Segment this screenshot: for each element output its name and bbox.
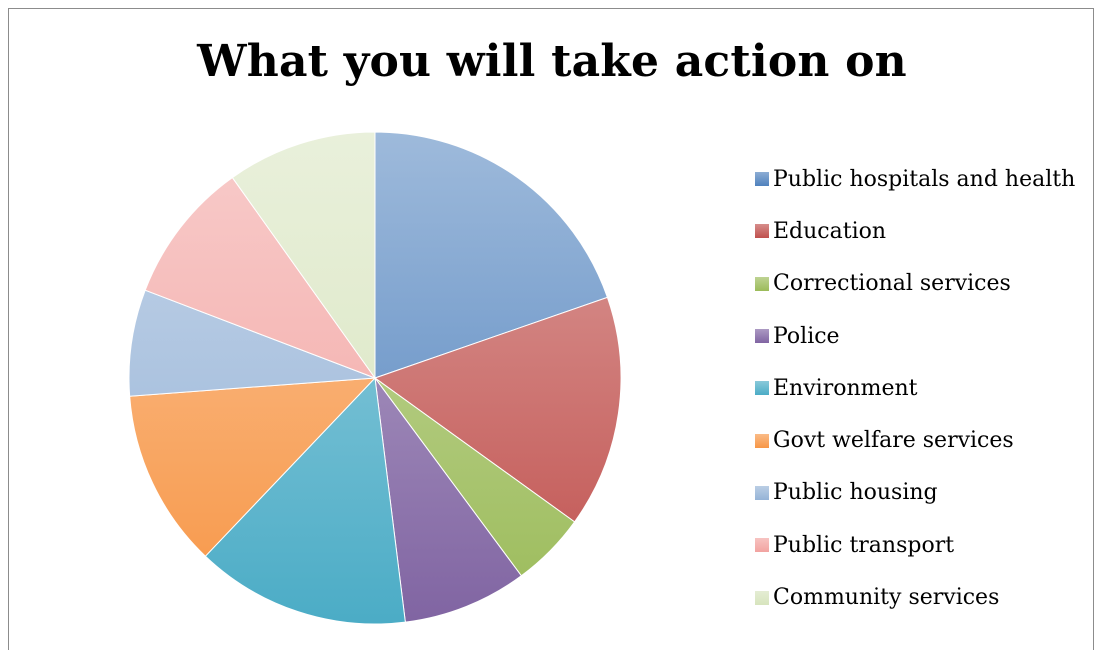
legend-item: Govt welfare services <box>755 414 1075 466</box>
legend-label: Public hospitals and health <box>773 166 1076 192</box>
legend-item: Public transport <box>755 519 1075 571</box>
legend-swatch <box>755 329 769 344</box>
pie-slice-public-hospitals-and-health <box>374 131 609 379</box>
legend-label: Police <box>773 323 840 349</box>
pie-slice-public-transport <box>144 176 377 380</box>
legend-label: Education <box>773 218 887 244</box>
legend-label: Public transport <box>773 532 955 558</box>
chart-legend: Public hospitals and health Education Corr… <box>755 153 1075 624</box>
legend-label: Public housing <box>773 480 938 506</box>
legend-item: Environment <box>755 362 1075 414</box>
legend-swatch <box>755 172 769 187</box>
legend-item: Public housing <box>755 467 1075 519</box>
legend-swatch <box>755 590 769 605</box>
pie-slice-police <box>374 376 523 623</box>
legend-item: Correctional services <box>755 258 1075 310</box>
legend-label: Community services <box>773 585 1000 611</box>
pie-slice-public-housing <box>128 289 376 397</box>
legend-swatch <box>755 381 769 396</box>
legend-swatch <box>755 538 769 553</box>
chart-title: What you will take action on <box>197 36 907 87</box>
legend-swatch <box>755 485 769 500</box>
legend-label: Correctional services <box>773 271 1011 297</box>
legend-item: Police <box>755 310 1075 362</box>
legend-swatch <box>755 276 769 291</box>
legend-swatch <box>755 433 769 448</box>
legend-swatch <box>755 224 769 239</box>
legend-item: Community services <box>755 571 1075 623</box>
pie-slice-govt-welfare-services <box>129 377 377 557</box>
legend-item: Public hospitals and health <box>755 153 1075 205</box>
legend-label: Govt welfare services <box>773 428 1014 454</box>
legend-label: Environment <box>773 375 918 401</box>
pie-slice-education <box>373 296 622 523</box>
pie-slice-environment <box>204 376 406 625</box>
pie-slice-community-services <box>231 131 376 380</box>
legend-item: Education <box>755 205 1075 257</box>
